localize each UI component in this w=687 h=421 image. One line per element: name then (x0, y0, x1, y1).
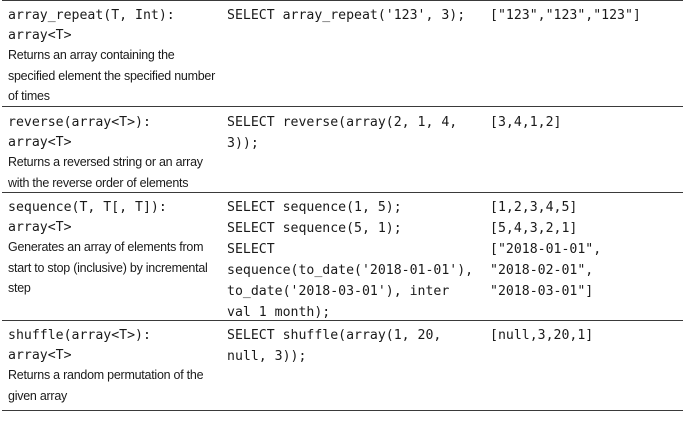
signature-line: array_repeat(T, Int): (8, 8, 175, 23)
example-cell: SELECT reverse(array(2, 1, 4, 3)); (224, 112, 490, 192)
example-line: SELECT reverse(array(2, 1, 4, (227, 115, 458, 130)
description-line: of times (8, 89, 50, 103)
result-line: ["2018-01-01", (490, 242, 602, 257)
result-cell: [3,4,1,2] (490, 112, 680, 192)
result-line: "2018-02-01", (490, 263, 594, 278)
result-line: "2018-03-01"] (490, 284, 594, 299)
signature-line: array<T> (8, 28, 72, 43)
signature-cell: sequence(T, T[, T]): array<T> Generates … (2, 197, 224, 320)
table-row: sequence(T, T[, T]): array<T> Generates … (2, 193, 683, 321)
function-table: array_repeat(T, Int): array<T> Returns a… (2, 0, 683, 411)
result-line: [null,3,20,1] (490, 328, 594, 343)
signature-cell: shuffle(array<T>): array<T> Returns a ra… (2, 325, 224, 410)
example-line: SELECT shuffle(array(1, 20, (227, 328, 442, 343)
description-line: step (8, 281, 31, 295)
example-line: SELECT sequence(1, 5); (227, 200, 402, 215)
example-line: to_date('2018-03-01'), inter (227, 284, 450, 299)
description-line: with the reverse order of elements (8, 175, 189, 190)
signature-line: array<T> (8, 220, 72, 235)
signature-cell: reverse(array<T>): array<T> Returns a re… (2, 112, 224, 192)
example-cell: SELECT shuffle(array(1, 20, null, 3)); (224, 325, 490, 410)
signature-line: sequence(T, T[, T]): (8, 200, 167, 215)
signature-line: array<T> (8, 348, 72, 363)
result-line: [1,2,3,4,5] (490, 200, 578, 215)
description-line: Returns a random permutation of the (8, 368, 204, 382)
description-line: Returns a reversed string or an array (8, 155, 203, 169)
example-line: SELECT sequence(5, 1); (227, 221, 402, 236)
result-cell: [null,3,20,1] (490, 325, 680, 410)
table-row: shuffle(array<T>): array<T> Returns a ra… (2, 321, 683, 411)
result-cell: [1,2,3,4,5] [5,4,3,2,1] ["2018-01-01", "… (490, 197, 680, 320)
description-line: Returns an array containing the (8, 48, 175, 62)
signature-line: array<T> (8, 135, 72, 150)
example-line: val 1 month); (227, 305, 331, 320)
signature-cell: array_repeat(T, Int): array<T> Returns a… (2, 5, 224, 106)
table-row: reverse(array<T>): array<T> Returns a re… (2, 107, 683, 193)
example-line: 3)); (227, 136, 259, 151)
result-line: [3,4,1,2] (490, 115, 562, 130)
example-line: SELECT (227, 242, 275, 257)
description-line: given array (8, 388, 68, 403)
example-cell: SELECT array_repeat('123', 3); (224, 5, 490, 106)
result-line: ["123","123","123"] (490, 8, 641, 23)
example-cell: SELECT sequence(1, 5); SELECT sequence(5… (224, 197, 490, 320)
signature-line: shuffle(array<T>): (8, 328, 151, 343)
example-line: sequence(to_date('2018-01-01'), (227, 263, 474, 278)
result-line: [5,4,3,2,1] (490, 221, 578, 236)
description-line: start to stop (inclusive) by incremental (8, 260, 208, 275)
example-line: SELECT array_repeat('123', 3); (227, 8, 466, 23)
result-cell: ["123","123","123"] (490, 5, 680, 106)
description-line: Generates an array of elements from (8, 240, 204, 254)
example-line: null, 3)); (227, 349, 307, 364)
description-line: specified element the specified number (8, 68, 216, 83)
table-row: array_repeat(T, Int): array<T> Returns a… (2, 0, 683, 107)
signature-line: reverse(array<T>): (8, 115, 151, 130)
